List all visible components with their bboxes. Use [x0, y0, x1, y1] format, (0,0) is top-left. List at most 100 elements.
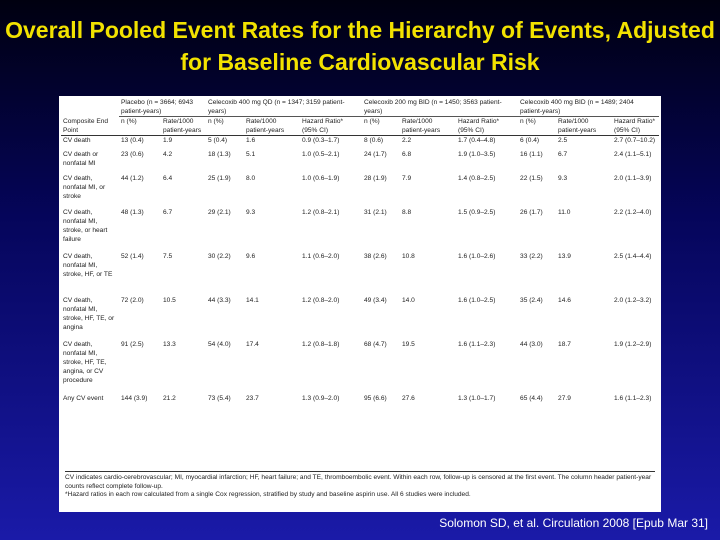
table-row: CV death, nonfatal MI, stroke, HF, or TE…	[61, 252, 659, 296]
table-cell: 65 (4.4)	[520, 394, 543, 402]
column-header-row: Composite End Point n (%) Rate/1000 pati…	[61, 116, 660, 136]
table-cell: 9.3	[246, 208, 256, 216]
table-cell: 1.0 (0.6–1.9)	[302, 174, 340, 182]
table-cell: 6.7	[163, 208, 173, 216]
endpoint-cell: CV death, nonfatal MI, stroke, HF, or TE	[63, 252, 113, 278]
table-panel: Placebo (n = 3664; 6943 patient-years) C…	[59, 96, 661, 512]
column-header: Hazard Ratio* (95% CI)	[612, 116, 660, 136]
table-cell: 44 (1.2)	[121, 174, 144, 182]
table-cell: 8.8	[402, 208, 412, 216]
footnote-hazard-ratio: *Hazard ratios in each row calculated fr…	[65, 491, 471, 498]
table-cell: 8 (0.6)	[364, 137, 384, 144]
table-cell: 1.2 (0.8–2.1)	[302, 208, 340, 216]
table-cell: 23 (0.6)	[121, 150, 144, 158]
table-cell: 1.1 (0.6–2.0)	[302, 252, 340, 260]
table-cell: 2.5 (1.4–4.4)	[614, 252, 652, 260]
table-cell: 2.0 (1.2–3.2)	[614, 296, 652, 304]
table-cell: 23.7	[246, 394, 259, 402]
table-cell: 54 (4.0)	[208, 340, 231, 348]
table-cell: 0.9 (0.3–1.7)	[302, 137, 340, 144]
table-cell: 6.7	[558, 150, 568, 158]
table-body: CV death 13 (0.4) 1.9 5 (0.4) 1.6 0.9 (0.3–1.…	[61, 136, 659, 408]
table-cell: 8.0	[246, 174, 256, 182]
endpoint-cell: CV death or nonfatal MI	[63, 150, 99, 167]
table-cell: 9.3	[558, 174, 568, 182]
table-cell: 44 (3.3)	[208, 296, 231, 304]
table-cell: 30 (2.2)	[208, 252, 231, 260]
group-header-placebo: Placebo (n = 3664; 6943 patient-years)	[119, 98, 206, 117]
column-header: n (%)	[518, 116, 557, 136]
table-cell: 1.6 (1.0–2.6)	[458, 252, 496, 260]
table-cell: 4.2	[163, 150, 173, 158]
table-row: CV death, nonfatal MI, stroke, or heart …	[61, 208, 659, 252]
column-header: n (%)	[206, 116, 244, 136]
column-header: Hazard Ratio* (95% CI)	[300, 116, 362, 136]
table-cell: 18.7	[558, 340, 571, 348]
table-cell: 1.4 (0.8–2.5)	[458, 174, 496, 182]
table-cell: 91 (2.5)	[121, 340, 144, 348]
table-cell: 2.2 (1.2–4.0)	[614, 208, 652, 216]
table-cell: 13.3	[163, 340, 176, 348]
endpoint-cell: Any CV event	[63, 394, 104, 402]
table-cell: 1.6 (1.1–2.3)	[458, 340, 496, 348]
table-cell: 2.4 (1.1–5.1)	[614, 150, 652, 158]
table-cell: 6.4	[163, 174, 173, 182]
table-cell: 1.9	[163, 137, 173, 144]
table-cell: 52 (1.4)	[121, 252, 144, 260]
table-cell: 2.5	[558, 137, 568, 144]
group-header-celecoxib-400-bid: Celecoxib 400 mg BID (n = 1489; 2404 pat…	[518, 98, 660, 117]
table-cell: 1.6 (1.1–2.3)	[614, 394, 652, 402]
table-cell: 144 (3.9)	[121, 394, 148, 402]
table-cell: 7.9	[402, 174, 412, 182]
group-header-celecoxib-400-qd: Celecoxib 400 mg QD (n = 1347; 3159 pati…	[206, 98, 362, 117]
column-header: Hazard Ratio* (95% CI)	[456, 116, 519, 136]
table-cell: 1.7 (0.4–4.8)	[458, 137, 496, 144]
footnote-abbreviations: CV indicates cardio-cerebrovascular; MI,…	[65, 474, 652, 490]
table-cell: 16 (1.1)	[520, 150, 543, 158]
table-cell: 44 (3.0)	[520, 340, 543, 348]
table-cell: 27.9	[558, 394, 571, 402]
group-header-spacer	[61, 98, 119, 117]
slide-title: Overall Pooled Event Rates for the Hiera…	[5, 17, 715, 75]
table-cell: 22 (1.5)	[520, 174, 543, 182]
table-cell: 2.2	[402, 137, 412, 144]
table-row: Any CV event 144 (3.9) 21.2 73 (5.4) 23.7 1.3…	[61, 394, 659, 408]
table-cell: 10.8	[402, 252, 415, 260]
column-header: n (%)	[362, 116, 400, 136]
table-cell: 1.3 (1.0–1.7)	[458, 394, 496, 402]
table-cell: 21.2	[163, 394, 176, 402]
table-cell: 19.5	[402, 340, 415, 348]
table-cell: 49 (3.4)	[364, 296, 387, 304]
table-cell: 26 (1.7)	[520, 208, 543, 216]
table-cell: 1.2 (0.8–2.0)	[302, 296, 340, 304]
table-cell: 5 (0.4)	[208, 137, 228, 144]
table-cell: 2.0 (1.1–3.9)	[614, 174, 652, 182]
table-row: CV death, nonfatal MI, stroke, HF, TE, a…	[61, 340, 659, 394]
endpoint-cell: CV death	[63, 137, 91, 144]
group-header-celecoxib-200-bid: Celecoxib 200 mg BID (n = 1450; 3563 pat…	[362, 98, 519, 117]
table-cell: 31 (2.1)	[364, 208, 387, 216]
column-header: Rate/1000 patient-years	[400, 116, 456, 136]
table-cell: 68 (4.7)	[364, 340, 387, 348]
table-cell: 1.0 (0.5–2.1)	[302, 150, 340, 158]
table-cell: 1.9 (1.2–2.9)	[614, 340, 652, 348]
table-cell: 5.1	[246, 150, 256, 158]
group-header-row: Placebo (n = 3664; 6943 patient-years) C…	[61, 98, 660, 117]
table-cell: 1.6 (1.0–2.5)	[458, 296, 496, 304]
table-cell: 14.1	[246, 296, 259, 304]
table-cell: 6 (0.4)	[520, 137, 540, 144]
endpoint-cell: CV death, nonfatal MI, stroke, HF, TE, o…	[63, 296, 115, 331]
table-row: CV death or nonfatal MI 23 (0.6) 4.2 18 (1.…	[61, 150, 659, 174]
table-cell: 29 (2.1)	[208, 208, 231, 216]
endpoint-cell: CV death, nonfatal MI, stroke, HF, TE, a…	[63, 340, 107, 384]
table-cell: 38 (2.6)	[364, 252, 387, 260]
column-header: Rate/1000 patient-years	[161, 116, 206, 136]
table-cell: 2.7 (0.7–10.2)	[614, 137, 656, 144]
table-cell: 25 (1.9)	[208, 174, 231, 182]
endpoint-cell: CV death, nonfatal MI, or stroke	[63, 174, 106, 200]
table-cell: 24 (1.7)	[364, 150, 387, 158]
event-rate-table: Placebo (n = 3664; 6943 patient-years) C…	[61, 98, 660, 408]
table-row: CV death, nonfatal MI, or stroke 44 (1.2)…	[61, 174, 659, 208]
table-cell: 33 (2.2)	[520, 252, 543, 260]
table-cell: 9.6	[246, 252, 256, 260]
